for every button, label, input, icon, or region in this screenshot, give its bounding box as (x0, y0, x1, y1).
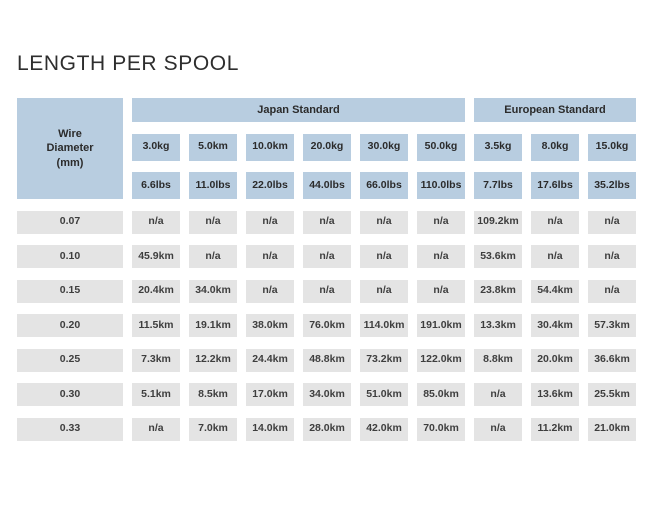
column-header-kg: 3.5kg (474, 133, 522, 161)
data-cell: 12.2km (189, 348, 237, 372)
data-cell: n/a (189, 245, 237, 268)
column-header-lbs: 6.6lbs (132, 172, 180, 199)
data-cell: 45.9km (132, 245, 180, 268)
data-cell: 14.0km (246, 417, 294, 441)
data-cell: 28.0km (303, 417, 351, 441)
data-cell: 36.6km (588, 348, 636, 372)
column-header-kg: 3.0kg (132, 133, 180, 161)
data-cell: n/a (246, 245, 294, 268)
data-cell: 48.8km (303, 348, 351, 372)
data-cell: n/a (474, 383, 522, 406)
column-header-kg: 50.0kg (417, 133, 465, 161)
data-cell: 23.8km (474, 279, 522, 303)
data-cell: n/a (189, 210, 237, 234)
column-header-kg: 15.0kg (588, 133, 636, 161)
data-cell: 54.4km (531, 279, 579, 303)
data-cell: n/a (360, 245, 408, 268)
data-cell: 13.3km (474, 314, 522, 337)
data-cell: 11.5km (132, 314, 180, 337)
column-header-kg: 30.0kg (360, 133, 408, 161)
group-header-japan-standard: Japan Standard (132, 98, 465, 122)
data-cell: 42.0km (360, 417, 408, 441)
column-header-lbs: 17.6lbs (531, 172, 579, 199)
data-cell: 70.0km (417, 417, 465, 441)
data-cell: 85.0km (417, 383, 465, 406)
data-cell: 21.0km (588, 417, 636, 441)
data-cell: 8.8km (474, 348, 522, 372)
column-header-kg: 20.0kg (303, 133, 351, 161)
data-cell: n/a (246, 279, 294, 303)
row-header-diameter: 0.10 (17, 245, 123, 268)
column-header-kg: 5.0km (189, 133, 237, 161)
data-cell: 38.0km (246, 314, 294, 337)
data-cell: 57.3km (588, 314, 636, 337)
column-header-lbs: 66.0lbs (360, 172, 408, 199)
column-header-kg: 8.0kg (531, 133, 579, 161)
data-cell: n/a (588, 279, 636, 303)
data-cell: 7.0km (189, 417, 237, 441)
wire-diameter-line-2: Diameter (46, 142, 94, 155)
page-title: LENGTH PER SPOOL (17, 52, 239, 75)
data-cell: 34.0km (303, 383, 351, 406)
wire-diameter-line-3: (mm) (56, 156, 84, 169)
data-cell: n/a (132, 210, 180, 234)
data-cell: 76.0km (303, 314, 351, 337)
data-cell: 53.6km (474, 245, 522, 268)
data-cell: n/a (417, 279, 465, 303)
data-cell: 25.5km (588, 383, 636, 406)
data-cell: 73.2km (360, 348, 408, 372)
data-cell: 34.0km (189, 279, 237, 303)
column-header-lbs: 35.2lbs (588, 172, 636, 199)
column-header-lbs: 7.7lbs (474, 172, 522, 199)
data-cell: 191.0km (417, 314, 465, 337)
data-cell: n/a (417, 210, 465, 234)
row-header-diameter: 0.25 (17, 348, 123, 372)
data-cell: n/a (531, 210, 579, 234)
data-cell: n/a (474, 417, 522, 441)
data-cell: n/a (303, 279, 351, 303)
data-cell: n/a (588, 245, 636, 268)
data-cell: 24.4km (246, 348, 294, 372)
row-header-diameter: 0.33 (17, 417, 123, 441)
data-cell: 8.5km (189, 383, 237, 406)
data-cell: 20.4km (132, 279, 180, 303)
data-cell: 30.4km (531, 314, 579, 337)
column-header-lbs: 11.0lbs (189, 172, 237, 199)
data-cell: n/a (132, 417, 180, 441)
wire-diameter-line-1: Wire (58, 128, 82, 141)
data-cell: 11.2km (531, 417, 579, 441)
data-cell: n/a (303, 210, 351, 234)
data-cell: 109.2km (474, 210, 522, 234)
data-cell: n/a (303, 245, 351, 268)
data-cell: 5.1km (132, 383, 180, 406)
group-header-european-standard: European Standard (474, 98, 636, 122)
wire-diameter-corner-header: Wire Diameter (mm) (17, 98, 123, 199)
column-header-lbs: 22.0lbs (246, 172, 294, 199)
column-header-lbs: 44.0lbs (303, 172, 351, 199)
data-cell: n/a (360, 279, 408, 303)
data-cell: n/a (417, 245, 465, 268)
data-cell: n/a (360, 210, 408, 234)
column-header-kg: 10.0km (246, 133, 294, 161)
row-header-diameter: 0.30 (17, 383, 123, 406)
row-header-diameter: 0.20 (17, 314, 123, 337)
data-cell: 13.6km (531, 383, 579, 406)
data-cell: 20.0km (531, 348, 579, 372)
data-cell: n/a (588, 210, 636, 234)
data-cell: n/a (246, 210, 294, 234)
spool-length-table: Wire Diameter (mm) Japan Standard Europe… (17, 98, 636, 441)
data-cell: 7.3km (132, 348, 180, 372)
data-cell: n/a (531, 245, 579, 268)
data-cell: 122.0km (417, 348, 465, 372)
data-cell: 51.0km (360, 383, 408, 406)
data-cell: 114.0km (360, 314, 408, 337)
data-cell: 17.0km (246, 383, 294, 406)
row-header-diameter: 0.07 (17, 210, 123, 234)
column-header-lbs: 110.0lbs (417, 172, 465, 199)
row-header-diameter: 0.15 (17, 279, 123, 303)
data-cell: 19.1km (189, 314, 237, 337)
